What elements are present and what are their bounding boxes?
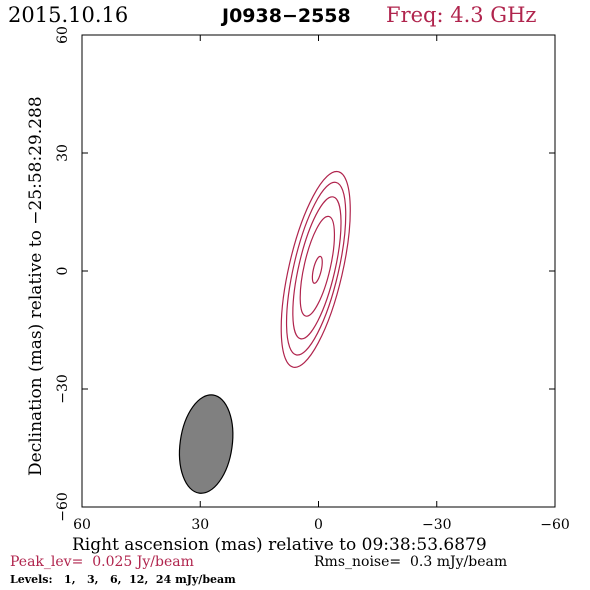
peak-level-text: Peak_lev= 0.025 Jy/beam [10, 554, 194, 570]
y-tick-label: 0 [55, 267, 71, 276]
contour-level-24 [311, 255, 323, 284]
x-tick-label: −30 [422, 517, 452, 533]
rms-noise-text: Rms_noise= 0.3 mJy/beam [314, 554, 507, 570]
y-tick-label: 30 [55, 144, 71, 162]
date-label: 2015.10.16 [8, 3, 128, 27]
source-name: J0938−2558 [220, 5, 351, 27]
x-tick-label: 60 [73, 517, 91, 533]
contour-level-3 [285, 181, 347, 356]
y-tick-label: −60 [55, 492, 71, 522]
x-axis-label: Right ascension (mas) relative to 09:38:… [72, 535, 487, 555]
x-tick-label: 0 [314, 517, 323, 533]
contour-level-12 [299, 215, 336, 317]
frequency-label: Freq: 4.3 GHz [386, 3, 536, 27]
contour-level-6 [292, 196, 342, 340]
beam-ellipse [178, 394, 234, 494]
x-tick-label: −60 [540, 517, 570, 533]
contour-level-1 [280, 170, 351, 368]
plot-frame [81, 34, 556, 508]
y-tick-label: −30 [55, 374, 71, 404]
y-axis-label: Declination (mas) relative to −25:58:29.… [26, 96, 46, 476]
x-tick-label: 30 [191, 517, 209, 533]
contour-levels-text: Levels: 1, 3, 6, 12, 24 mJy/beam [10, 573, 236, 586]
y-tick-label: 60 [55, 26, 71, 44]
